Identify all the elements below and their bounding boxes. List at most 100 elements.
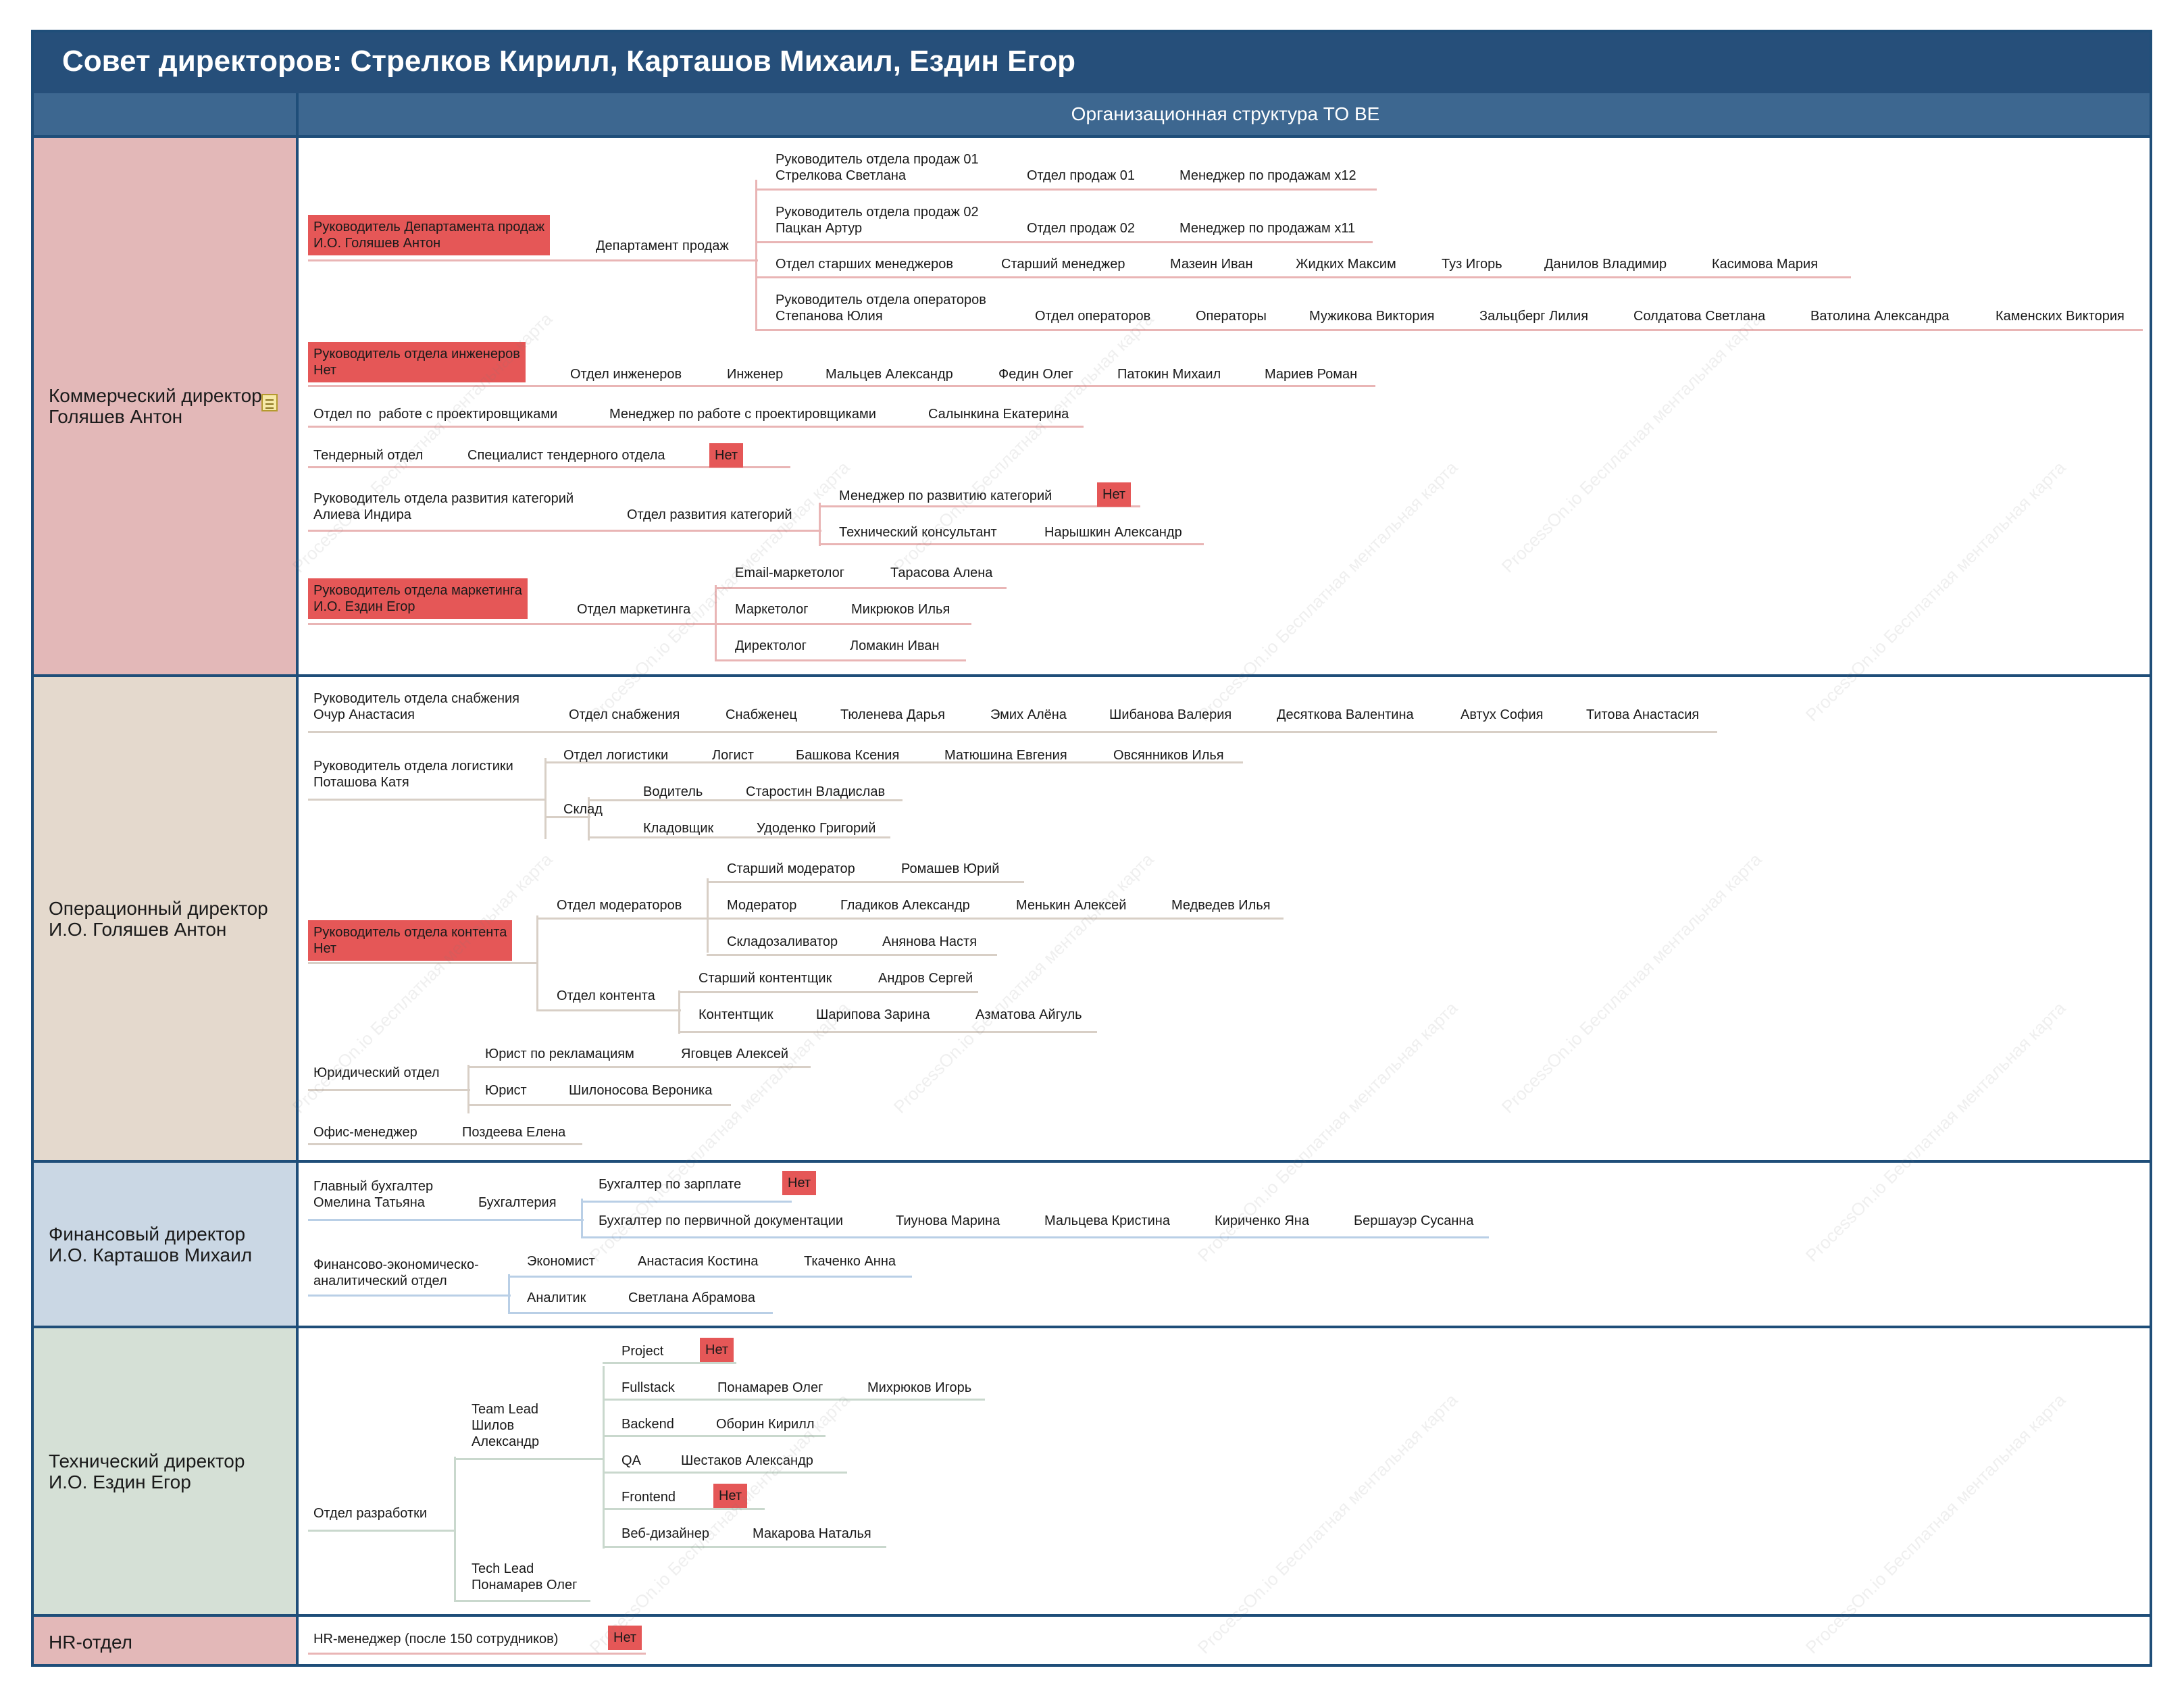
ops-role-node[interactable]: Операторы xyxy=(1196,309,1267,324)
log-role-node[interactable]: Логист xyxy=(712,748,754,763)
analyst-node[interactable]: Аналитик xyxy=(527,1290,586,1305)
lawyer-node[interactable]: Юрист xyxy=(485,1083,527,1098)
senior-content-node[interactable]: Старший контентщик xyxy=(699,971,832,986)
mod-person-node[interactable]: Медведев Илья xyxy=(1171,898,1271,913)
webdesigner-person-node[interactable]: Макарова Наталья xyxy=(753,1526,871,1541)
ops-person-node[interactable]: Солдатова Светлана xyxy=(1633,309,1766,324)
primary-person-node[interactable]: Тиунова Марина xyxy=(896,1213,1000,1228)
sales-dept-01-node[interactable]: Отдел продаж 01 xyxy=(1027,168,1136,183)
cat-dept-node[interactable]: Отдел развития категорий xyxy=(627,507,792,522)
eng-head-node[interactable]: Руководитель отдела инженеров Нет xyxy=(308,342,526,382)
payroll-vacant-badge[interactable]: Нет xyxy=(782,1171,817,1195)
frontend-vacant-badge[interactable]: Нет xyxy=(713,1484,748,1508)
senior-person-node[interactable]: Мазеин Иван xyxy=(1170,257,1253,272)
eng-person-node[interactable]: Мариев Роман xyxy=(1265,367,1358,382)
warehouse-loader-node[interactable]: Складозаливатор xyxy=(727,934,838,949)
sales-head-node[interactable]: Руководитель Департамента продаж И.О. Го… xyxy=(308,215,551,255)
cat-consultant-node[interactable]: Технический консультант xyxy=(839,525,997,540)
fullstack-node[interactable]: Fullstack xyxy=(621,1380,675,1395)
supply-role-node[interactable]: Снабженец xyxy=(726,707,797,722)
primary-accountant-node[interactable]: Бухгалтер по первичной документации xyxy=(599,1213,844,1228)
mod-person-node[interactable]: Гладиков Александр xyxy=(840,898,970,913)
supply-person-node[interactable]: Тюленева Дарья xyxy=(840,707,945,722)
mkt-director-person-node[interactable]: Ломакин Иван xyxy=(850,638,940,653)
log-lead-node[interactable]: Руководитель отдела логистики Поташова К… xyxy=(313,759,513,790)
dev-dept-node[interactable]: Отдел разработки xyxy=(313,1506,428,1521)
ops-lead-node[interactable]: Руководитель отдела операторов Степанова… xyxy=(776,293,986,324)
senior-content-person-node[interactable]: Андров Сергей xyxy=(878,971,973,986)
economist-person-node[interactable]: Ткаченко Анна xyxy=(804,1254,896,1269)
sales-dept-node[interactable]: Департамент продаж xyxy=(596,238,729,253)
warehouse-node[interactable]: Склад xyxy=(563,802,603,817)
eng-person-node[interactable]: Федин Олег xyxy=(998,367,1073,382)
mkt-director-node[interactable]: Директолог xyxy=(735,638,807,653)
storekeeper-person-node[interactable]: Удоденко Григорий xyxy=(757,821,876,836)
tender-dept-node[interactable]: Тендерный отдел xyxy=(313,448,424,463)
qa-node[interactable]: QA xyxy=(621,1453,641,1468)
supply-lead-node[interactable]: Руководитель отдела снабжения Очур Анаст… xyxy=(313,691,520,722)
project-node[interactable]: Project xyxy=(621,1344,664,1359)
cat-mgr-vacant-badge[interactable]: Нет xyxy=(1097,482,1132,507)
economist-node[interactable]: Экономист xyxy=(527,1254,595,1269)
hr-vacant-badge[interactable]: Нет xyxy=(608,1626,642,1650)
content-person-node[interactable]: Шарипова Зарина xyxy=(816,1007,930,1022)
fullstack-person-node[interactable]: Михрюков Игорь xyxy=(867,1380,972,1395)
mkt-dept-node[interactable]: Отдел маркетинга xyxy=(577,602,691,617)
content-role-node[interactable]: Контентщик xyxy=(699,1007,773,1022)
log-person-node[interactable]: Матюшина Евгения xyxy=(944,748,1067,763)
ops-person-node[interactable]: Ватолина Александра xyxy=(1810,309,1950,324)
eng-person-node[interactable]: Патокин Михаил xyxy=(1117,367,1221,382)
cat-mgr-node[interactable]: Менеджер по развитию категорий xyxy=(839,488,1052,503)
storekeeper-node[interactable]: Кладовщик xyxy=(643,821,714,836)
log-dept-node[interactable]: Отдел логистики xyxy=(563,748,669,763)
hr-manager-node[interactable]: HR-менеджер (после 150 сотрудников) xyxy=(313,1632,559,1647)
supply-person-node[interactable]: Эмих Алёна xyxy=(990,707,1067,722)
tender-role-node[interactable]: Специалист тендерного отдела xyxy=(467,448,665,463)
note-icon[interactable] xyxy=(261,394,278,411)
lawyer-person-node[interactable]: Шилоносова Вероника xyxy=(569,1083,713,1098)
senior-role-node[interactable]: Старший менеджер xyxy=(1001,257,1125,272)
log-person-node[interactable]: Башкова Ксения xyxy=(796,748,900,763)
tech-lead-node[interactable]: Tech Lead Понамарев Олег xyxy=(472,1561,578,1592)
backend-node[interactable]: Backend xyxy=(621,1417,674,1432)
content-dept-node[interactable]: Отдел контента xyxy=(557,988,655,1003)
qa-person-node[interactable]: Шестаков Александр xyxy=(681,1453,813,1468)
ops-person-node[interactable]: Мужикова Виктория xyxy=(1309,309,1435,324)
supply-person-node[interactable]: Титова Анастасия xyxy=(1586,707,1700,722)
content-head-node[interactable]: Руководитель отдела контента Нет xyxy=(308,920,513,961)
mod-role-node[interactable]: Модератор xyxy=(727,898,797,913)
design-role-node[interactable]: Менеджер по работе с проектировщиками xyxy=(609,407,876,422)
backend-person-node[interactable]: Оборин Кирилл xyxy=(716,1417,815,1432)
senior-mod-person-node[interactable]: Ромашев Юрий xyxy=(901,861,1000,876)
senior-person-node[interactable]: Туз Игорь xyxy=(1442,257,1502,272)
office-mgr-person-node[interactable]: Поздеева Елена xyxy=(462,1125,566,1140)
senior-person-node[interactable]: Касимова Мария xyxy=(1712,257,1819,272)
senior-mod-node[interactable]: Старший модератор xyxy=(727,861,855,876)
supply-dept-node[interactable]: Отдел снабжения xyxy=(569,707,680,722)
mod-dept-node[interactable]: Отдел модераторов xyxy=(557,898,682,913)
office-mgr-node[interactable]: Офис-менеджер xyxy=(313,1125,417,1140)
team-lead-node[interactable]: Team Lead Шилов Александр xyxy=(472,1402,540,1449)
sales-lead-01-node[interactable]: Руководитель отдела продаж 01 Стрелкова … xyxy=(776,152,979,183)
mkt-head-node[interactable]: Руководитель отдела маркетинга И.О. Езди… xyxy=(308,578,528,619)
content-person-node[interactable]: Азматова Айгуль xyxy=(975,1007,1082,1022)
cat-consultant-person-node[interactable]: Нарышкин Александр xyxy=(1044,525,1182,540)
driver-person-node[interactable]: Старостин Владислав xyxy=(746,784,886,799)
claims-lawyer-person-node[interactable]: Яговцев Алексей xyxy=(681,1047,788,1061)
analytics-dept-node[interactable]: Финансово-экономическо- аналитический от… xyxy=(313,1257,479,1288)
frontend-node[interactable]: Frontend xyxy=(621,1490,676,1505)
ops-dept-node[interactable]: Отдел операторов xyxy=(1035,309,1151,324)
accounting-node[interactable]: Бухгалтерия xyxy=(478,1195,557,1210)
mkt-person-node[interactable]: Микрюков Илья xyxy=(851,602,950,617)
design-dept-node[interactable]: Отдел по работе с проектировщиками xyxy=(313,407,558,422)
senior-person-node[interactable]: Жидких Максим xyxy=(1296,257,1396,272)
supply-person-node[interactable]: Автух София xyxy=(1461,707,1544,722)
eng-person-node[interactable]: Мальцев Александр xyxy=(826,367,953,382)
warehouse-loader-person-node[interactable]: Анянова Настя xyxy=(882,934,977,949)
eng-role-node[interactable]: Инженер xyxy=(727,367,784,382)
sales-dept-02-node[interactable]: Отдел продаж 02 xyxy=(1027,221,1136,236)
primary-person-node[interactable]: Бершауэр Сусанна xyxy=(1354,1213,1474,1228)
mkt-role-node[interactable]: Маркетолог xyxy=(735,602,809,617)
economist-person-node[interactable]: Анастасия Костина xyxy=(638,1254,759,1269)
ops-person-node[interactable]: Каменских Виктория xyxy=(1996,309,2125,324)
